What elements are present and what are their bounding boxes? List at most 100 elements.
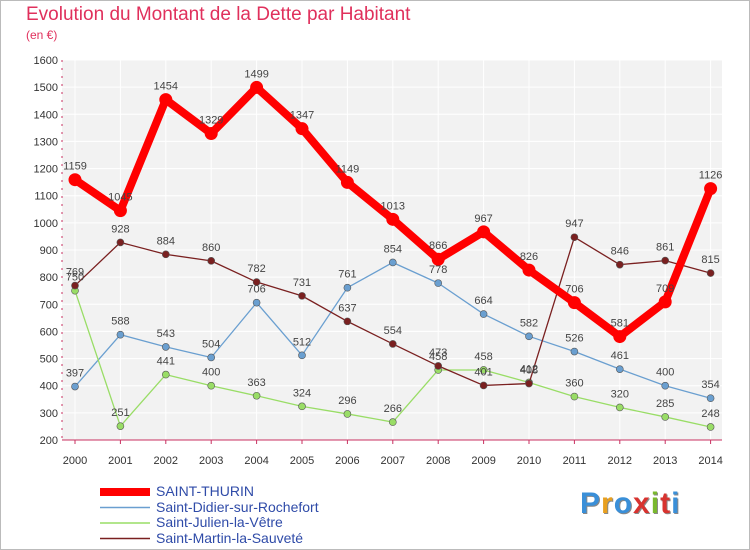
x-tick-label: 2005: [290, 455, 314, 467]
logo-letter: r: [601, 487, 614, 520]
chart-unit-label: (en €): [26, 28, 58, 42]
x-tick-label: 2003: [199, 455, 223, 467]
y-tick-label: 1600: [34, 55, 58, 67]
data-point: [343, 283, 352, 292]
data-point: [71, 382, 79, 391]
data-label: 884: [157, 235, 175, 247]
data-label: 750: [66, 272, 84, 284]
data-point: [386, 212, 400, 226]
data-label: 1347: [290, 110, 314, 122]
data-label: 581: [611, 318, 629, 330]
data-label: 769: [66, 267, 84, 279]
x-tick-label: 2012: [608, 455, 632, 467]
data-label: 582: [520, 317, 538, 329]
data-label: 554: [384, 325, 402, 337]
data-label: 782: [247, 263, 265, 275]
data-label: 1454: [154, 81, 178, 93]
data-label: 588: [111, 316, 129, 328]
data-point: [116, 422, 125, 430]
legend-label: Saint-Martin-la-Sauveté: [156, 529, 304, 546]
data-point: [159, 93, 173, 107]
data-label: 1126: [699, 170, 723, 182]
y-tick-label: 400: [40, 381, 58, 393]
data-point: [431, 252, 445, 266]
data-labels: 397 588 543 504 706 512 761 854 778 664 582 526 461 4…: [63, 68, 722, 420]
data-point: [388, 418, 397, 426]
data-point: [116, 238, 125, 247]
data-point: [204, 127, 218, 141]
data-point: [615, 403, 624, 412]
data-point: [525, 379, 533, 388]
data-label: 709: [656, 283, 674, 295]
data-label: 854: [384, 243, 402, 255]
data-point: [706, 269, 715, 277]
logo-letter: t: [660, 487, 672, 520]
data-label: 1149: [336, 163, 360, 175]
data-label: 473: [429, 347, 447, 359]
x-tick-label: 2008: [426, 455, 450, 467]
data-point: [71, 281, 79, 290]
data-point: [570, 347, 579, 356]
data-label: 761: [338, 269, 356, 281]
legend: [100, 488, 150, 540]
data-point: [116, 330, 125, 339]
data-label: 266: [384, 403, 402, 415]
data-label: 320: [611, 388, 629, 400]
data-point: [298, 292, 306, 300]
x-tick-label: 2001: [108, 455, 132, 467]
data-point: [252, 278, 261, 286]
data-label: 1013: [381, 200, 405, 212]
data-label: 778: [429, 264, 447, 276]
data-point: [567, 296, 581, 310]
data-point: [613, 330, 627, 344]
data-point: [479, 310, 488, 318]
data-label: 400: [202, 367, 220, 379]
logo-letter: x: [633, 487, 651, 520]
data-label: 512: [293, 336, 311, 348]
x-tick-label: 2014: [698, 455, 722, 467]
data-label: 251: [111, 407, 129, 419]
data-label: 441: [157, 356, 175, 368]
data-label: 458: [474, 351, 492, 363]
data-label: 296: [338, 395, 356, 407]
y-tick-label: 1200: [34, 164, 58, 176]
legend-label: SAINT-THURIN: [156, 483, 254, 499]
x-tick-label: 2011: [563, 455, 587, 467]
series: [68, 80, 718, 431]
y-tick-label: 700: [40, 299, 58, 311]
data-label: 543: [157, 328, 175, 340]
data-label: 526: [565, 333, 583, 345]
data-point: [570, 233, 579, 242]
data-label: 664: [474, 295, 492, 307]
y-tick-label: 200: [40, 435, 58, 447]
logo-letter: P: [580, 487, 602, 520]
data-point: [434, 362, 443, 370]
data-point: [388, 258, 397, 267]
data-point: [706, 394, 715, 403]
logo-letter: i: [671, 487, 681, 520]
data-point: [298, 351, 306, 360]
data-label: 248: [701, 408, 719, 420]
x-tick-label: 2007: [381, 455, 405, 467]
data-point: [522, 263, 536, 277]
data-label: 731: [293, 277, 311, 289]
data-label: 846: [611, 246, 629, 258]
data-point: [295, 122, 309, 136]
series-3: [71, 233, 715, 390]
x-tick-label: 2013: [653, 455, 677, 467]
data-label: 1499: [244, 68, 268, 80]
data-label: 947: [565, 218, 583, 230]
data-point: [704, 182, 718, 196]
series-1: [71, 258, 715, 403]
proxiti-logo: Proxiti: [580, 487, 680, 521]
y-tick-label: 1400: [34, 109, 58, 121]
legend-label: Saint-Julien-la-Vêtre: [156, 514, 283, 530]
data-point: [525, 332, 533, 341]
data-label: 354: [701, 379, 719, 391]
data-point: [207, 353, 215, 362]
data-label: 400: [656, 367, 674, 379]
data-label: 412: [520, 363, 538, 375]
data-point: [661, 256, 670, 265]
x-tick-label: 2009: [471, 455, 495, 467]
